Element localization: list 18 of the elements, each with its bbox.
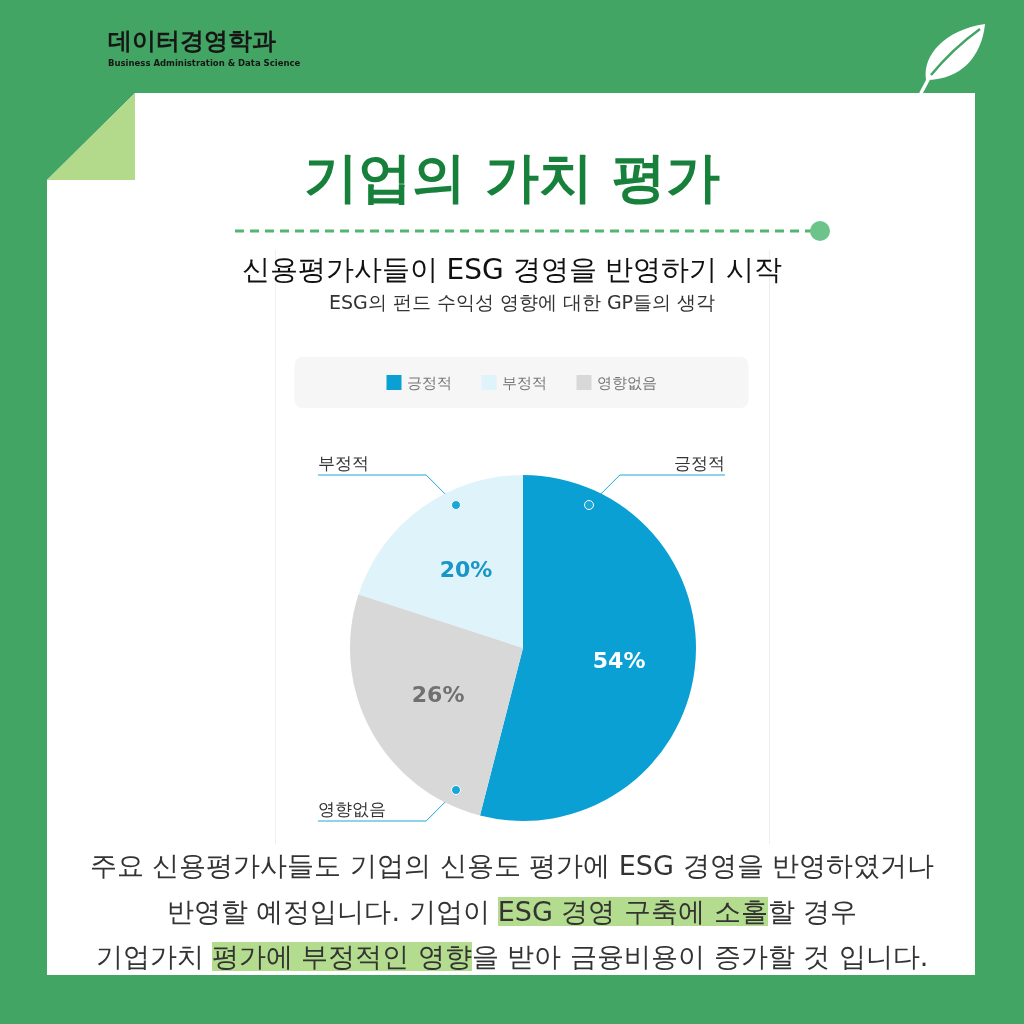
text: 기업가치 [95, 941, 204, 972]
data-label: 20% [439, 557, 493, 583]
slice-label: 긍정적 [674, 454, 725, 473]
data-label: 26% [411, 682, 465, 708]
slice-label: 부정적 [318, 454, 369, 473]
legend-label: 긍정적 [406, 374, 452, 391]
legend-label: 부정적 [501, 374, 547, 391]
text: ESG의 펀드 수익성 영향에 대한 GP들의 생각 [328, 291, 716, 314]
chart-title: 기업의 가치 평가 [304, 146, 720, 211]
text: 반영할 예정입니다. 기업이 [166, 895, 490, 927]
slice-label: 영향없음 [318, 800, 386, 819]
text: 주요 신용평가사들도 기업의 신용도 평가에 ESG 경영을 반영하였거나 [89, 850, 935, 881]
text: Business Administration & Data Science [108, 58, 301, 68]
legend-label: 영향없음 [596, 374, 657, 391]
text: 데이터경영학과 [108, 27, 276, 55]
text: 할 경우 [767, 895, 858, 927]
data-label: 54% [592, 647, 646, 673]
chart-subtitle: 신용평가사들이 ESG 경영을 반영하기 시작 [241, 253, 783, 287]
